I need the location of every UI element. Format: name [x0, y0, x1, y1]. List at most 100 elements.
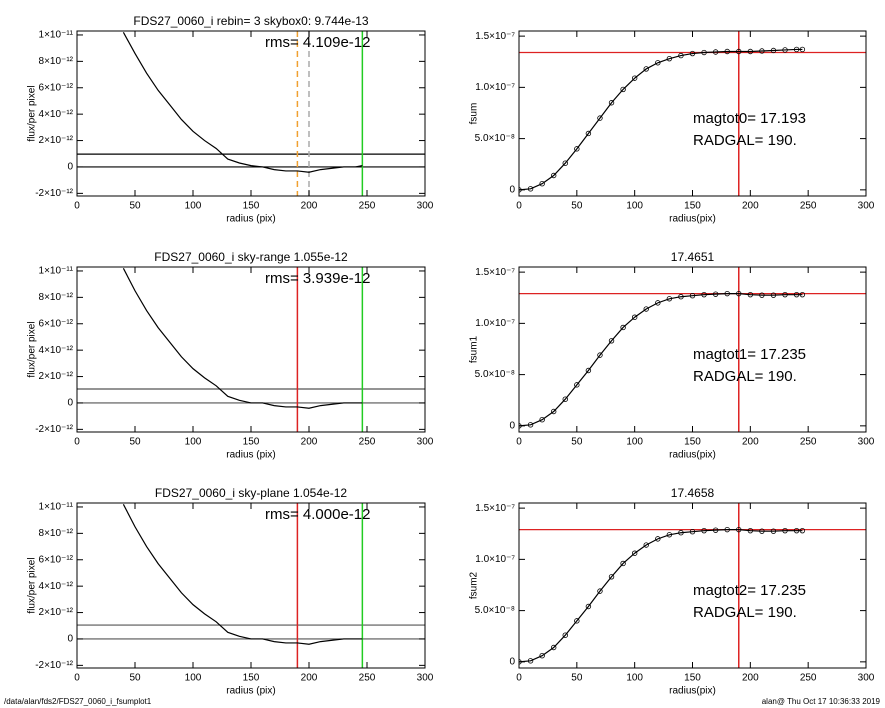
chart-title: 17.4658: [671, 486, 715, 500]
data-point: [551, 408, 557, 415]
data-point: [562, 160, 568, 166]
data-point: [799, 527, 806, 534]
y-tick-label: 0: [67, 398, 73, 409]
y-tick-label: 1.5×10⁻⁷: [475, 503, 515, 514]
x-tick-label: 150: [243, 437, 260, 448]
data-point: [608, 574, 615, 580]
annotation: rms= 4.109e-12: [265, 34, 370, 51]
y-axis-label: fsum: [469, 103, 480, 125]
profile-line: [122, 268, 363, 409]
x-tick-label: 200: [742, 673, 759, 684]
x-tick-label: 0: [74, 437, 80, 448]
annotation: RADGAL= 190.: [693, 604, 797, 621]
x-tick-label: 250: [359, 201, 376, 212]
panel: FDS27_0060_i sky-plane 1.054e-12 radius (…: [27, 486, 434, 696]
data-point: [678, 294, 684, 300]
data-point: [620, 560, 626, 567]
x-tick-label: 150: [243, 201, 260, 212]
data-point: [631, 314, 638, 320]
data-point: [562, 632, 568, 638]
data-point: [701, 49, 707, 56]
x-tick-label: 300: [858, 673, 875, 684]
data-point: [643, 306, 649, 312]
data-point: [793, 291, 800, 298]
panel: FDS27_0060_i sky-range 1.055e-12 radius (…: [27, 250, 434, 460]
axes-frame: [518, 266, 867, 433]
x-tick-label: 200: [301, 201, 318, 212]
plot-area: [519, 503, 866, 668]
plot-area: [519, 31, 866, 196]
data-point: [608, 100, 615, 106]
data-point: [655, 536, 661, 542]
data-point: [747, 291, 754, 298]
data-point: [759, 292, 765, 298]
x-tick-label: 200: [301, 673, 318, 684]
data-point: [574, 618, 580, 624]
data-point: [574, 146, 580, 152]
x-tick-label: 100: [626, 201, 643, 212]
x-tick-label: 150: [243, 673, 260, 684]
y-axis-label: flux/per pixel: [27, 85, 38, 141]
axes-frame: [76, 30, 426, 197]
annotation: magtot1= 17.235: [693, 346, 806, 363]
annotation: magtot0= 17.193: [693, 110, 806, 127]
x-axis-label: radius (pix): [226, 686, 275, 697]
data-point: [689, 292, 696, 299]
data-point: [551, 172, 557, 179]
y-axis-label: fsum1: [469, 335, 480, 363]
y-tick-label: 8×10⁻¹²: [39, 528, 74, 539]
data-point: [759, 48, 765, 54]
y-tick-label: 0: [509, 656, 515, 667]
x-tick-label: 50: [571, 201, 583, 212]
x-tick-label: 50: [571, 437, 583, 448]
data-point: [747, 48, 754, 55]
y-tick-label: 5.0×10⁻⁸: [475, 133, 515, 144]
data-point: [527, 186, 534, 192]
data-point: [620, 86, 626, 93]
chart-title: FDS27_0060_i sky-range 1.055e-12: [154, 250, 348, 264]
data-point: [736, 526, 742, 533]
x-axis-label: radius(pix): [669, 214, 716, 225]
y-tick-label: 2×10⁻¹²: [39, 135, 74, 146]
data-point: [608, 338, 615, 344]
x-tick-label: 0: [516, 437, 522, 448]
data-point: [712, 291, 719, 297]
x-tick-label: 100: [185, 201, 202, 212]
data-point: [655, 60, 661, 66]
y-tick-label: 0: [67, 634, 73, 645]
data-point: [631, 75, 638, 81]
y-tick-label: -2×10⁻¹²: [35, 424, 73, 435]
y-tick-label: 1×10⁻¹¹: [39, 30, 74, 41]
x-tick-label: 50: [129, 201, 141, 212]
data-point: [712, 49, 719, 55]
x-tick-label: 250: [800, 673, 817, 684]
data-point: [562, 396, 568, 402]
x-tick-label: 100: [185, 437, 202, 448]
data-point: [678, 52, 684, 59]
plot-area: [77, 267, 425, 432]
y-tick-label: 1.0×10⁻⁷: [475, 82, 515, 93]
y-tick-label: -2×10⁻¹²: [35, 660, 73, 671]
x-tick-label: 150: [684, 201, 701, 212]
data-point: [597, 352, 603, 358]
annotation: rms= 3.939e-12: [265, 270, 370, 287]
y-tick-label: 6×10⁻¹²: [39, 318, 74, 329]
data-point: [770, 292, 777, 298]
y-tick-label: 2×10⁻¹²: [39, 371, 74, 382]
data-point: [736, 48, 742, 55]
x-tick-label: 200: [301, 437, 318, 448]
data-point: [724, 48, 730, 55]
data-point: [643, 542, 649, 548]
y-tick-label: 0: [67, 162, 73, 173]
x-tick-label: 300: [417, 437, 434, 448]
y-tick-label: 1.0×10⁻⁷: [475, 318, 515, 329]
y-tick-label: 4×10⁻¹²: [39, 581, 74, 592]
y-tick-label: 1.5×10⁻⁷: [475, 267, 515, 278]
y-tick-label: 6×10⁻¹²: [39, 82, 74, 93]
data-point: [551, 644, 557, 651]
data-point: [782, 527, 788, 534]
data-point: [701, 527, 707, 534]
data-point: [597, 588, 603, 594]
x-axis-label: radius(pix): [669, 686, 716, 697]
x-tick-label: 250: [800, 437, 817, 448]
